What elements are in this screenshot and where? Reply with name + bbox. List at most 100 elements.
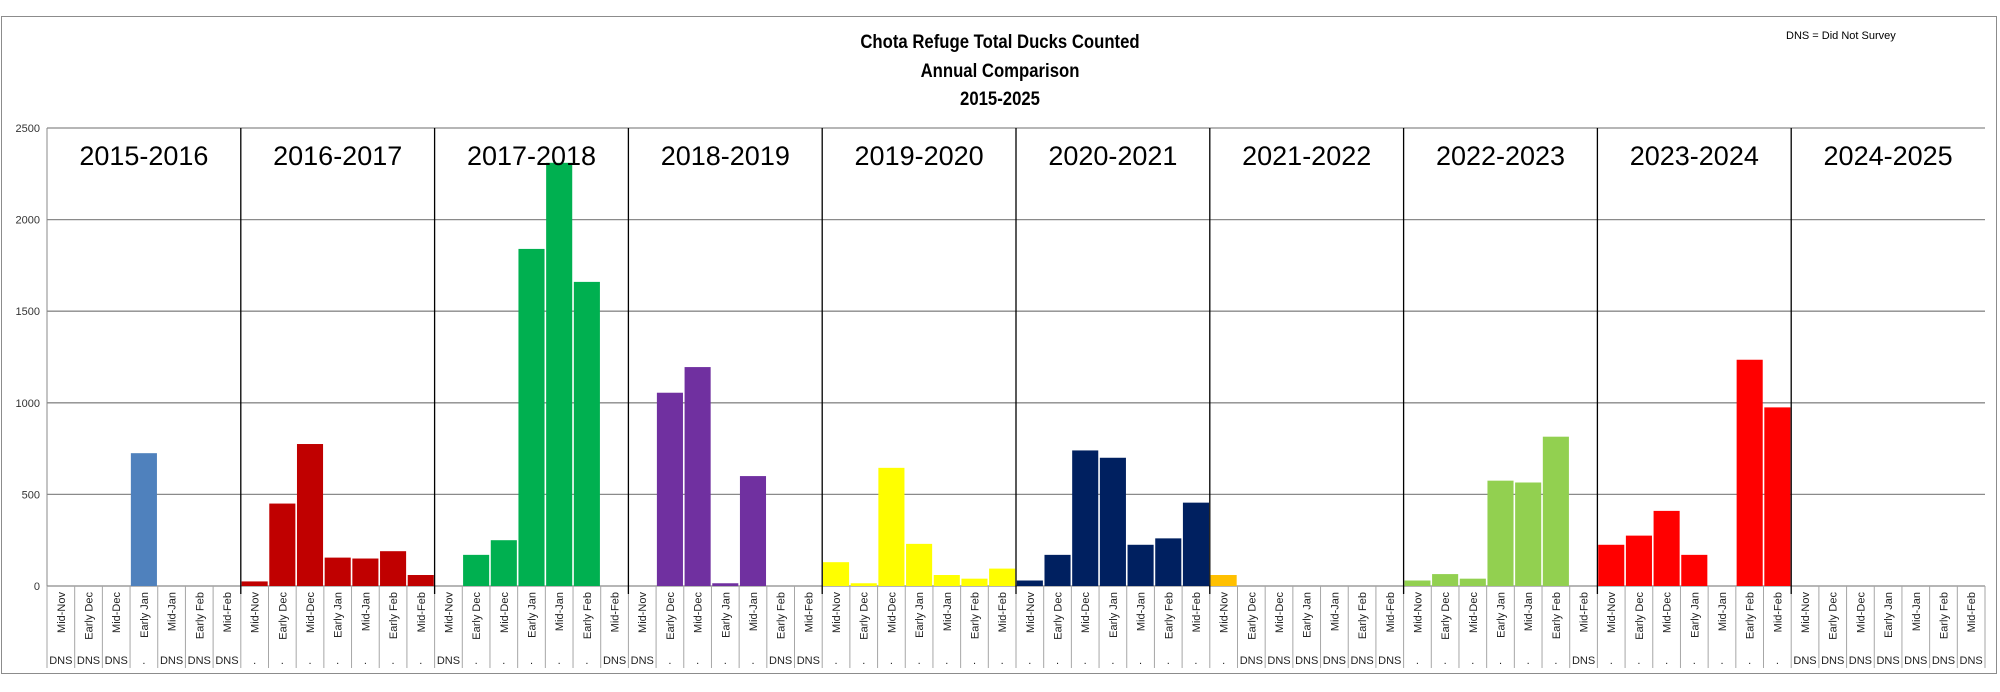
season-label: 2024-2025 [1824, 141, 1953, 171]
category-label: Early Dec [84, 592, 96, 640]
category-label: Early Jan [139, 592, 151, 638]
survey-status-label: . [1665, 655, 1668, 667]
bar-2016-2017-Early Dec [269, 503, 296, 586]
category-label: Early Dec [277, 592, 289, 640]
survey-status-label: DNS [603, 655, 626, 667]
category-label: Mid-Jan [1717, 592, 1729, 631]
survey-status-label: DNS [1323, 655, 1346, 667]
chart-frame [1, 16, 1997, 674]
survey-status-label: DNS [215, 655, 238, 667]
bar-2019-2020-Early Dec [850, 583, 877, 586]
category-label: Mid-Nov [56, 592, 68, 633]
survey-status-label: . [530, 655, 533, 667]
category-label: Early Jan [1496, 592, 1508, 638]
category-label: Mid-Dec [111, 592, 123, 633]
survey-status-label: . [253, 655, 256, 667]
category-label: Mid-Dec [1855, 592, 1867, 633]
survey-status-label: . [558, 655, 561, 667]
season-label: 2016-2017 [273, 141, 402, 171]
survey-status-label: . [1527, 655, 1530, 667]
bar-2022-2023-Early Feb [1542, 436, 1569, 586]
survey-status-label: . [392, 655, 395, 667]
survey-status-label: . [475, 655, 478, 667]
y-tick-label: 500 [22, 489, 40, 501]
category-label: Mid-Jan [942, 592, 954, 631]
category-label: Early Jan [527, 592, 539, 638]
category-label: Early Jan [1108, 592, 1120, 638]
survey-status-label: . [281, 655, 284, 667]
bar-2019-2020-Mid-Dec [878, 467, 905, 586]
category-label: Mid-Nov [1606, 592, 1618, 633]
bar-2020-2021-Early Jan [1099, 457, 1126, 586]
category-label: Mid-Dec [693, 592, 705, 633]
category-label: Mid-Jan [1136, 592, 1148, 631]
category-label: Mid-Feb [222, 592, 234, 632]
y-tick-label: 0 [34, 581, 40, 593]
category-label: Early Jan [333, 592, 345, 638]
survey-status-label: . [835, 655, 838, 667]
survey-status-label: DNS [1960, 655, 1983, 667]
category-label: Mid-Dec [1662, 592, 1674, 633]
bar-2021-2022-Mid-Nov [1210, 575, 1237, 586]
bar-2017-2018-Early Dec [463, 554, 490, 586]
survey-status-label: DNS [1572, 655, 1595, 667]
survey-status-label: DNS [1876, 655, 1899, 667]
bar-2016-2017-Mid-Jan [352, 558, 379, 586]
season-label: 2015-2016 [79, 141, 208, 171]
survey-status-label: . [419, 655, 422, 667]
category-label: Mid-Dec [1274, 592, 1286, 633]
bar-2019-2020-Early Feb [961, 578, 988, 586]
survey-status-label: . [1139, 655, 1142, 667]
bar-2020-2021-Mid-Nov [1016, 580, 1043, 586]
dns-legend-note: DNS = Did Not Survey [1786, 30, 1896, 42]
survey-status-label: . [585, 655, 588, 667]
bar-2018-2019-Mid-Jan [739, 476, 767, 586]
category-label: Early Dec [1246, 592, 1258, 640]
bar-2018-2019-Mid-Dec [684, 367, 711, 586]
survey-status-label: . [890, 655, 893, 667]
survey-status-label: . [1167, 655, 1170, 667]
category-label: Mid-Jan [167, 592, 179, 631]
category-label: Mid-Jan [1523, 592, 1535, 631]
season-label: 2019-2020 [855, 141, 984, 171]
survey-status-label: . [1444, 655, 1447, 667]
category-label: Mid-Nov [637, 592, 649, 633]
survey-status-label: . [1748, 655, 1751, 667]
bar-2023-2024-Mid-Dec [1653, 510, 1680, 586]
bar-2016-2017-Mid-Feb [407, 575, 434, 586]
bar-2020-2021-Early Dec [1044, 554, 1071, 586]
category-label: Early Feb [194, 592, 206, 639]
survey-status-label: DNS [49, 655, 72, 667]
bar-2018-2019-Early Dec [656, 392, 683, 586]
category-label: Mid-Dec [1468, 592, 1480, 633]
bar-2022-2023-Early Dec [1432, 574, 1459, 586]
season-label: 2018-2019 [661, 141, 790, 171]
category-label: Early Dec [471, 592, 483, 640]
survey-status-label: . [751, 655, 754, 667]
category-label: Early Jan [720, 592, 732, 638]
survey-status-label: DNS [1849, 655, 1872, 667]
category-label: Mid-Jan [1329, 592, 1341, 631]
bar-2015-2016-Early Jan [130, 453, 157, 586]
category-label: Mid-Nov [1412, 592, 1424, 633]
survey-status-label: DNS [1295, 655, 1318, 667]
survey-status-label: . [1084, 655, 1087, 667]
survey-status-label: . [862, 655, 865, 667]
survey-status-label: DNS [105, 655, 128, 667]
survey-status-label: . [1056, 655, 1059, 667]
bar-2016-2017-Mid-Nov [241, 581, 268, 586]
bar-2020-2021-Mid-Dec [1072, 450, 1099, 586]
category-label: Mid-Dec [1080, 592, 1092, 633]
bar-2022-2023-Mid-Dec [1459, 578, 1486, 586]
survey-status-label: . [336, 655, 339, 667]
chart-title: Chota Refuge Total Ducks Counted [860, 32, 1140, 53]
category-label: Mid-Nov [831, 592, 843, 633]
category-label: Early Feb [1551, 592, 1563, 639]
bar-2023-2024-Early Dec [1625, 535, 1652, 586]
survey-status-label: . [1637, 655, 1640, 667]
category-label: Early Feb [776, 592, 788, 639]
season-label: 2023-2024 [1630, 141, 1759, 171]
survey-status-label: DNS [77, 655, 100, 667]
survey-status-label: DNS [769, 655, 792, 667]
bar-2019-2020-Mid-Nov [823, 562, 850, 586]
